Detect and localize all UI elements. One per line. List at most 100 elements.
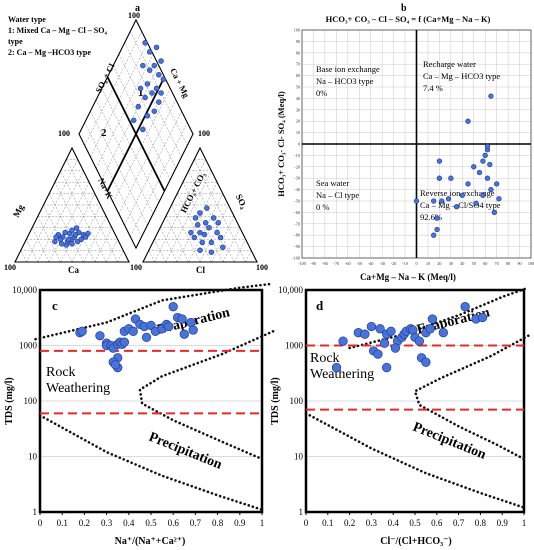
quad-base-title: Base ion exchange [316, 64, 380, 74]
piper-legend: Water type 1: Mixed Ca – Mg – Cl – SO₄ t… [8, 15, 107, 57]
piper-cation-point [69, 227, 75, 233]
piper-diamond-point [140, 126, 146, 133]
piper-diamond-point [153, 85, 160, 92]
tick-label-100-br: 100 [256, 263, 268, 272]
piper-diamond-point [135, 103, 142, 110]
b-point [482, 152, 488, 159]
apex-mg: Mg [11, 202, 26, 219]
b-ytick-label: -80 [294, 233, 300, 238]
c-point [177, 314, 187, 324]
b-point [465, 118, 471, 124]
piper-anion-point [210, 215, 217, 221]
c-xtick-label: 1 [260, 518, 265, 528]
b-ytick-label: 30 [296, 107, 300, 112]
panel-b-quadrant-labels: Base ion exchange Na – HCO3 type 0% Rech… [316, 59, 501, 222]
quad-recharge-title: Recharge water [423, 59, 476, 69]
b-ytick-label: 100 [294, 28, 300, 33]
piper-grid-line [148, 250, 155, 263]
c-xtick-label: 0.5 [145, 518, 157, 528]
panel-c-dashed-lines [40, 349, 262, 415]
panel-c-weathering-label: Weathering [46, 381, 110, 396]
piper-grid-line [233, 239, 246, 263]
b-ytick-label: 0 [298, 142, 300, 147]
b-xtick-label: -10 [402, 261, 408, 266]
piper-anion-point [192, 215, 199, 221]
piper-anion-point [202, 220, 209, 226]
b-xtick-label: -30 [379, 261, 385, 266]
piper-anion-point [215, 220, 221, 226]
piper-grid-line [194, 159, 246, 263]
panel-c-rock-label: Rock [46, 365, 76, 380]
b-xtick-label: 40 [460, 261, 464, 266]
b-point [431, 232, 437, 238]
b-point [496, 196, 502, 202]
b-point [445, 196, 452, 202]
d-point [331, 362, 342, 373]
piper-diamond-point [160, 76, 167, 83]
tick-label-100-bl: 100 [4, 263, 16, 272]
piper-grid-line [83, 216, 107, 263]
c-xtick-label: 0.2 [79, 518, 90, 528]
panel-d-weathering-label: Weathering [310, 367, 374, 382]
d-xtick-label: 0.2 [344, 518, 355, 528]
piper-cation-point [69, 241, 75, 247]
d-point [460, 302, 470, 312]
c-xtick-label: 0.6 [168, 518, 180, 528]
piper-diamond-point [142, 40, 148, 46]
d-xtick-label: 0.3 [366, 518, 378, 528]
d-point [438, 328, 448, 338]
d-point [427, 314, 438, 324]
panel-d-gibbs-anion: d 0 0.1 0.2 0.3 0.4 0.5 0.6 0.7 0.8 0.9 1 1 10 100 100… [270, 285, 530, 547]
c-xtick-label: 0.7 [190, 518, 202, 528]
b-xtick-label: -60 [345, 261, 351, 266]
panel-a-letter: a [135, 3, 140, 14]
b-xtick-label: 20 [437, 261, 441, 266]
b-ytick-label: 90 [296, 39, 300, 44]
tick-label-100-top: 100 [128, 11, 140, 20]
b-point [448, 175, 454, 181]
piper-anion-point [194, 222, 201, 228]
d-ytick-label: 10 [294, 452, 304, 462]
piper-diamond-point [144, 113, 151, 119]
b-point [413, 198, 420, 204]
piper-cation-point [57, 236, 64, 243]
b-ytick-label: 70 [296, 62, 300, 67]
b-ytick-label: -10 [294, 153, 300, 158]
panel-b-title: HCO₃+ CO₃ – Cl – SO₄ = f (Ca+Mg – Na – K… [326, 14, 491, 24]
c-ytick-label: 10 [28, 452, 38, 462]
d-point [425, 324, 435, 334]
panel-c-gibbs-cation: c 0 0.1 0.2 0.3 0.4 0.5 0.6 0.7 0.8 0.9 1 1 10 100 100… [4, 282, 275, 547]
c-xtick-label: 0.1 [57, 518, 68, 528]
piper-diamond-point [153, 44, 160, 51]
b-xtick-label: -100 [298, 261, 306, 266]
panel-d-points [331, 302, 488, 373]
c-ytick-label: 1000 [19, 341, 38, 351]
d-xtick-label: 0.4 [388, 518, 400, 528]
d-point [390, 343, 401, 353]
b-point [473, 200, 479, 206]
piper-cation-point [72, 232, 79, 238]
piper-anion-point [197, 210, 203, 216]
piper-grid-line [165, 216, 189, 263]
b-point [488, 186, 494, 193]
legend-line-1: 1: Mixed Ca – Mg – Cl – SO₄ [8, 26, 107, 35]
c-point [119, 337, 130, 347]
piper-anion-point [201, 231, 208, 238]
b-xtick-label: 80 [506, 261, 510, 266]
piper-diamond-point [156, 99, 162, 105]
piper-grid-line [54, 182, 96, 263]
b-point [488, 93, 494, 99]
piper-cation-point [65, 236, 72, 243]
b-xtick-label: 30 [449, 261, 453, 266]
quad-sea-pct: 0 % [316, 202, 329, 212]
b-ytick-label: -20 [294, 164, 300, 169]
d-point [366, 321, 377, 332]
zone-label-1: 1 [138, 87, 144, 99]
piper-diamond-point [140, 62, 146, 69]
b-xtick-label: -50 [356, 261, 362, 266]
legend-line-2: type [8, 37, 23, 46]
piper-diamond-point [146, 67, 153, 73]
b-point [480, 158, 486, 164]
b-point [436, 175, 443, 181]
d-xtick-label: 1 [522, 518, 527, 528]
